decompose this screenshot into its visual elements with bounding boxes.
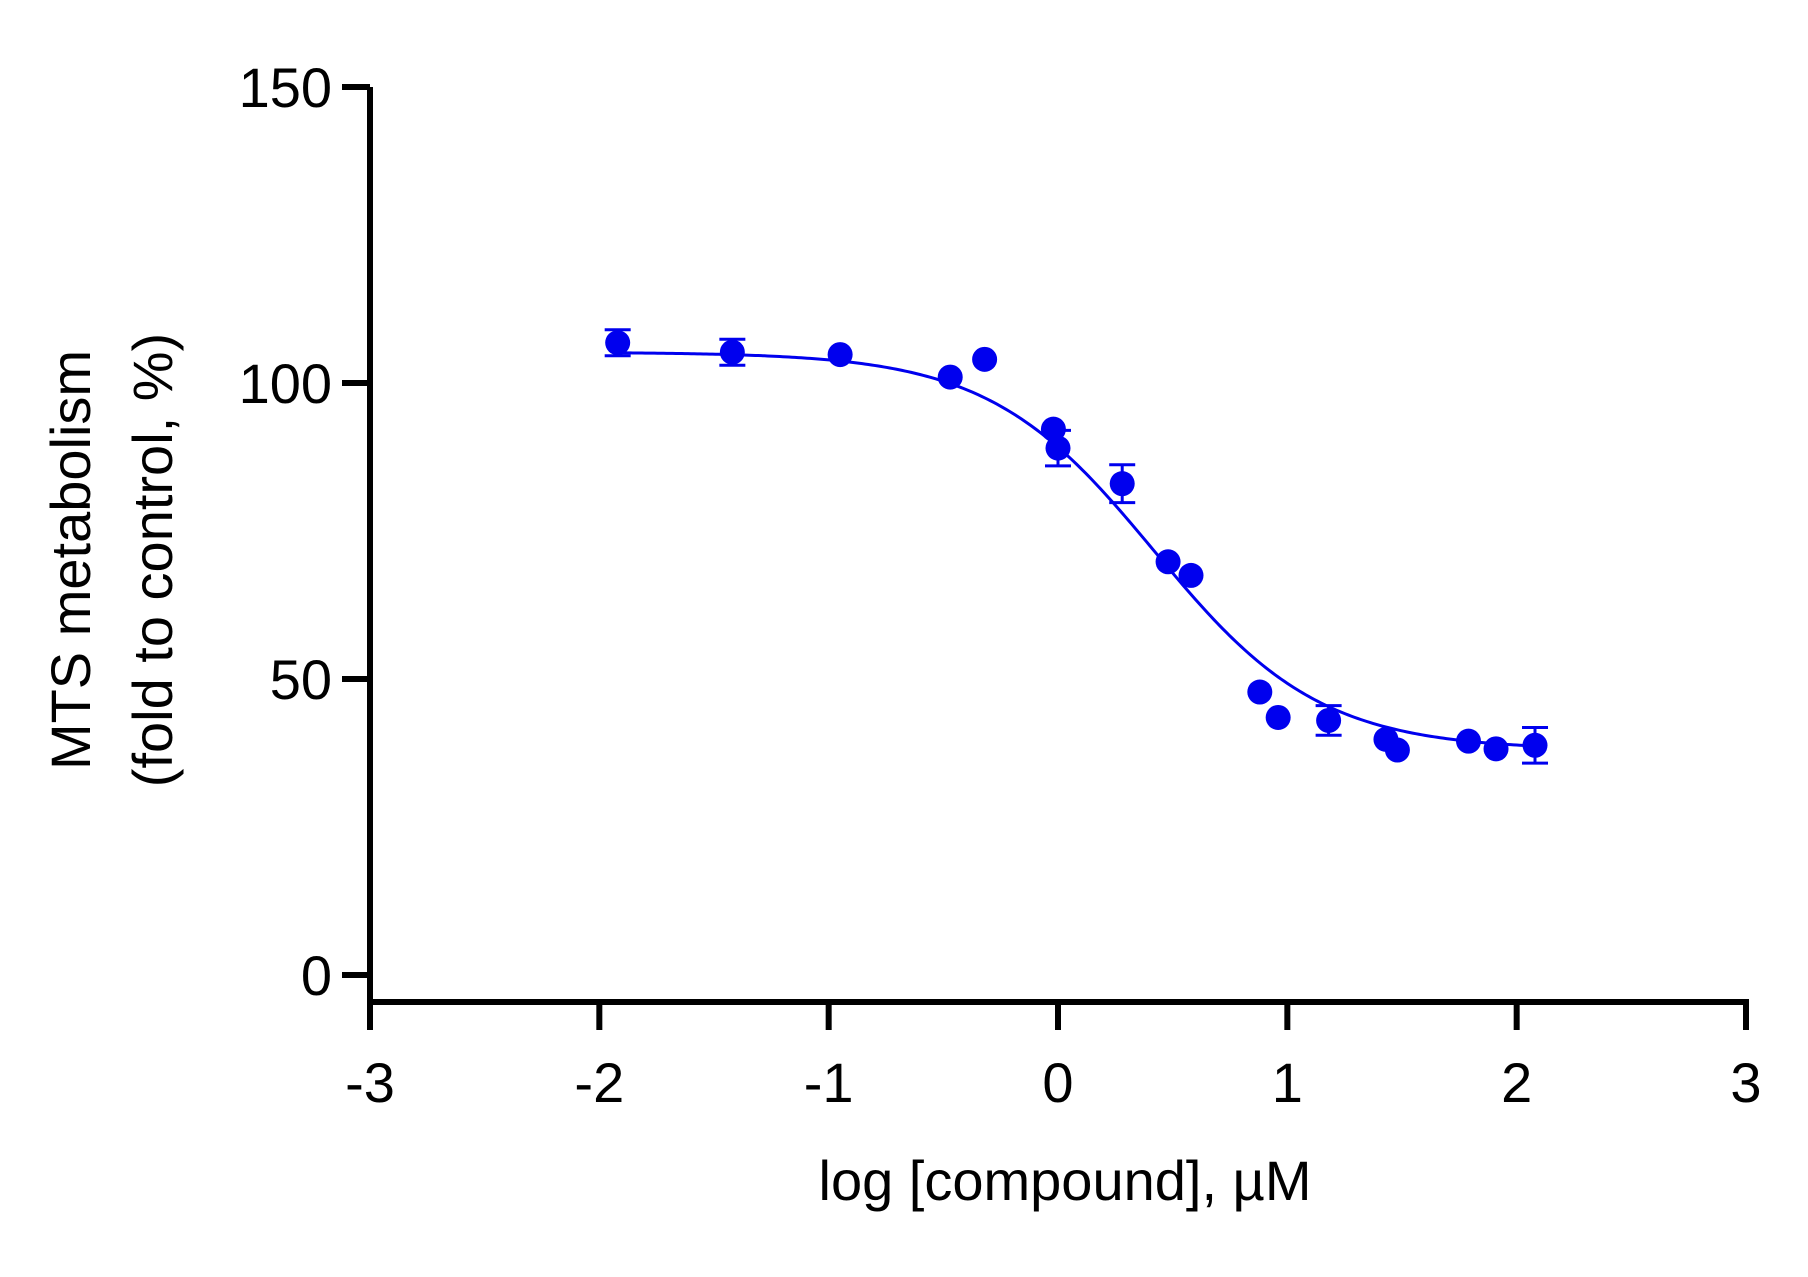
data-point: [1178, 562, 1204, 588]
x-axis-title: log [compound], µM: [819, 1149, 1312, 1212]
data-point: [1155, 549, 1181, 575]
data-point: [1247, 679, 1273, 705]
data-point: [1456, 728, 1482, 754]
x-tick-label: 0: [1042, 1051, 1073, 1114]
x-tick-label: -3: [345, 1051, 395, 1114]
data-point: [1316, 707, 1342, 733]
axes: 0 50 100 150 -3 -2 -1 0 1 2 3: [239, 56, 1762, 1114]
data-point: [1045, 435, 1071, 461]
y-tick-label: 150: [239, 56, 332, 119]
data-point: [1109, 471, 1135, 497]
x-tick-label: 1: [1272, 1051, 1303, 1114]
data-point: [972, 346, 998, 372]
data-point: [1483, 736, 1509, 762]
y-tick-label: 0: [301, 944, 332, 1007]
x-tick-label: -2: [574, 1051, 624, 1114]
data-point: [1522, 732, 1548, 758]
data-points-layer: [604, 328, 1549, 765]
y-tick-label: 50: [270, 648, 332, 711]
x-tick-label: -1: [804, 1051, 854, 1114]
y-tick-label: 100: [239, 352, 332, 415]
data-point: [719, 339, 745, 365]
y-axis-title-line2: (fold to control, %): [121, 333, 184, 787]
data-point: [1265, 704, 1291, 730]
fit-curve: [617, 351, 1536, 748]
x-tick-label: 2: [1501, 1051, 1532, 1114]
data-point: [937, 364, 963, 390]
data-point: [827, 342, 853, 368]
data-point: [605, 330, 631, 356]
x-tick-label: 3: [1730, 1051, 1761, 1114]
data-point: [1384, 737, 1410, 763]
y-axis-title-group: MTS metabolism (fold to control, %): [39, 333, 184, 787]
fit-curve-layer: [617, 351, 1536, 748]
y-axis-title-line1: MTS metabolism: [39, 350, 102, 770]
